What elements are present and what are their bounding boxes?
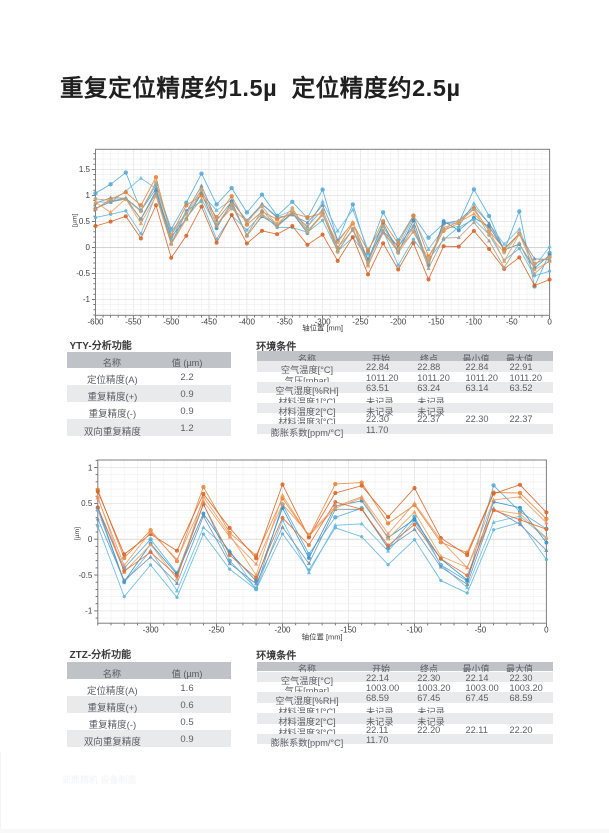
svg-text:-500: -500 (163, 318, 180, 327)
svg-text:-300: -300 (143, 625, 160, 634)
svg-text:-150: -150 (340, 625, 357, 634)
svg-text:0: 0 (547, 318, 552, 327)
svg-text:0.5: 0.5 (81, 499, 93, 508)
svg-text:-350: -350 (277, 318, 294, 327)
svg-text:-550: -550 (125, 318, 142, 327)
svg-text:-150: -150 (428, 318, 445, 327)
svg-text:0: 0 (544, 625, 549, 634)
svg-text:-200: -200 (274, 625, 291, 634)
svg-text:-400: -400 (239, 318, 256, 327)
svg-text:0.5: 0.5 (79, 217, 91, 226)
svg-text:-200: -200 (390, 318, 407, 327)
svg-text:-50: -50 (475, 625, 487, 634)
svg-text:0: 0 (86, 243, 91, 252)
svg-text:-100: -100 (406, 625, 423, 634)
svg-text:1.5: 1.5 (79, 165, 91, 174)
svg-text:-1: -1 (83, 295, 91, 304)
svg-text:-0.5: -0.5 (76, 269, 90, 278)
svg-text:轴位置 [mm]: 轴位置 [mm] (302, 633, 343, 642)
svg-text:-450: -450 (201, 318, 218, 327)
svg-text:-100: -100 (466, 318, 483, 327)
svg-text:-1: -1 (85, 607, 93, 616)
svg-text:0: 0 (88, 535, 93, 544)
svg-text:1: 1 (88, 463, 93, 472)
svg-text:轴位置 [mm]: 轴位置 [mm] (302, 324, 343, 333)
svg-text:-0.5: -0.5 (79, 571, 93, 580)
svg-text:[µm]: [µm] (72, 214, 79, 227)
svg-text:-250: -250 (352, 318, 369, 327)
svg-text:-600: -600 (87, 318, 104, 327)
svg-text:1: 1 (86, 191, 91, 200)
svg-text:-300: -300 (315, 318, 332, 327)
svg-text:-250: -250 (208, 625, 225, 634)
svg-text:-50: -50 (506, 318, 518, 327)
svg-text:[µm]: [µm] (74, 527, 81, 540)
